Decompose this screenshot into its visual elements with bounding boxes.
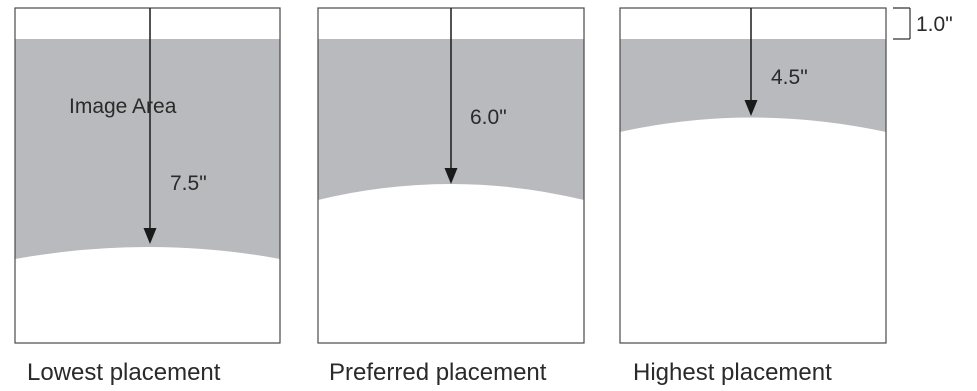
- image-area-label: Image Area: [69, 95, 177, 118]
- arrow-head-highest: [744, 100, 758, 116]
- panel-lowest: Image Area 7.5" Lowest placement: [14, 7, 281, 386]
- arrow-head-preferred: [444, 168, 458, 184]
- measurement-highest: 4.5": [771, 66, 808, 89]
- image-area-shade-highest: [620, 39, 886, 132]
- top-margin-bracket: [893, 7, 911, 40]
- caption-preferred: Preferred placement: [329, 359, 547, 386]
- measurement-lowest: 7.5": [170, 172, 207, 195]
- panel-highest: 4.5" Highest placement: [619, 7, 887, 386]
- top-margin-indicator: 1.0": [893, 7, 953, 40]
- panel-preferred: 6.0" Preferred placement: [317, 7, 585, 386]
- top-margin-label: 1.0": [916, 13, 953, 36]
- caption-highest: Highest placement: [633, 359, 832, 386]
- caption-lowest: Lowest placement: [27, 359, 221, 386]
- page-outline-lowest: [14, 7, 281, 344]
- measurement-preferred: 6.0": [470, 106, 507, 129]
- image-area-shade-lowest: [15, 39, 280, 259]
- page-outline-highest: [619, 7, 887, 344]
- arrow-head-lowest: [143, 228, 157, 244]
